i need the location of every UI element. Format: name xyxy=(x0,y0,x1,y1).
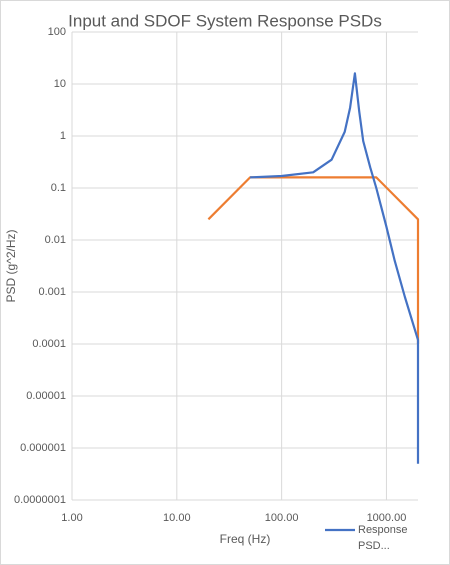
y-tick-label: 0.00001 xyxy=(26,390,66,402)
legend-label: Response PSD... xyxy=(358,524,408,552)
y-tick-label: 0.0001 xyxy=(32,338,66,350)
y-tick-label: 0.01 xyxy=(45,234,66,246)
y-tick-label: 1 xyxy=(60,130,66,142)
x-tick-label: 100.00 xyxy=(265,512,299,524)
chart-title: Input and SDOF System Response PSDs xyxy=(68,11,382,30)
x-axis-title: Freq (Hz) xyxy=(220,532,271,546)
series-line xyxy=(207,176,420,344)
y-axis-title: PSD (g^2/Hz) xyxy=(4,230,18,303)
y-tick-label: 0.0000001 xyxy=(14,494,66,506)
y-tick-label: 0.001 xyxy=(38,286,66,298)
series-line xyxy=(250,72,420,464)
y-tick-label: 0.1 xyxy=(51,182,66,194)
x-tick-label: 1.00 xyxy=(61,512,82,524)
y-tick-label: 10 xyxy=(54,78,66,90)
y-tick-label: 100 xyxy=(48,26,66,38)
x-tick-label: 10.00 xyxy=(163,512,191,524)
x-tick-label: 1000.00 xyxy=(367,512,407,524)
y-tick-label: 0.000001 xyxy=(20,442,66,454)
